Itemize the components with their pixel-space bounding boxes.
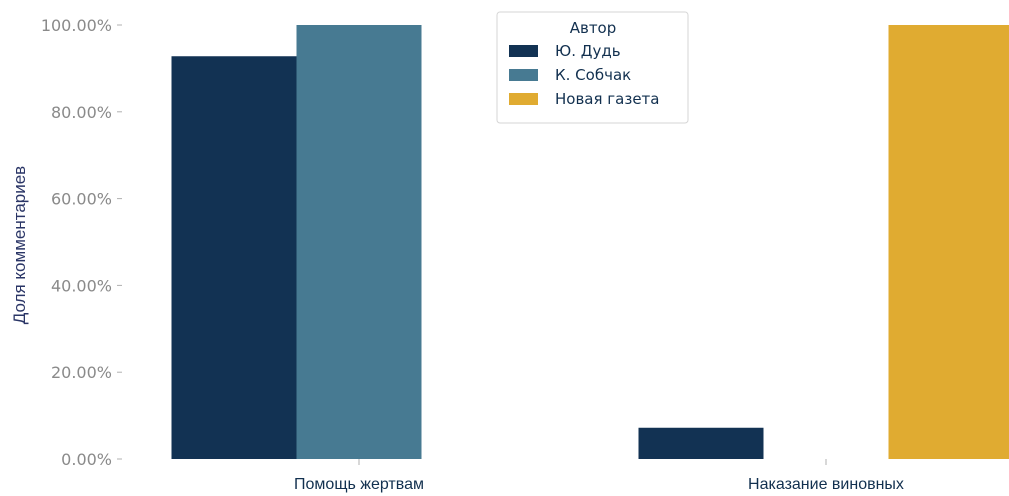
y-tick-label: 60.00% [51,190,112,209]
legend-frame [496,11,689,124]
y-tick-label: 100.00% [41,16,112,35]
x-axis: Помощь жертвам Наказание виновных [294,459,904,493]
legend: Автор Ю. Дудь К. Собчак Новая газета [496,11,689,124]
bars [171,25,1009,460]
legend-label: Ю. Дудь [555,42,621,60]
legend-title: Автор [570,19,617,37]
y-tick-label: 80.00% [51,103,112,122]
y-tick-label: 0.00% [61,450,112,469]
bar [171,56,297,460]
legend-swatch [509,69,538,81]
legend-label: К. Собчак [555,66,631,84]
legend-swatch [509,93,538,105]
legend-label: Новая газета [555,90,660,108]
bar [888,25,1009,459]
x-tick-label: Помощь жертвам [294,476,424,493]
x-tick-label: Наказание виновных [748,476,904,493]
bar [638,427,764,459]
legend-swatch [509,45,538,57]
bar [296,25,422,459]
y-tick-label: 20.00% [51,363,112,382]
y-tick-label: 40.00% [51,276,112,295]
y-axis-title: Доля комментариев [10,166,29,324]
y-axis: 0.00% 20.00% 40.00% 60.00% 80.00% 100.00% [41,16,122,469]
